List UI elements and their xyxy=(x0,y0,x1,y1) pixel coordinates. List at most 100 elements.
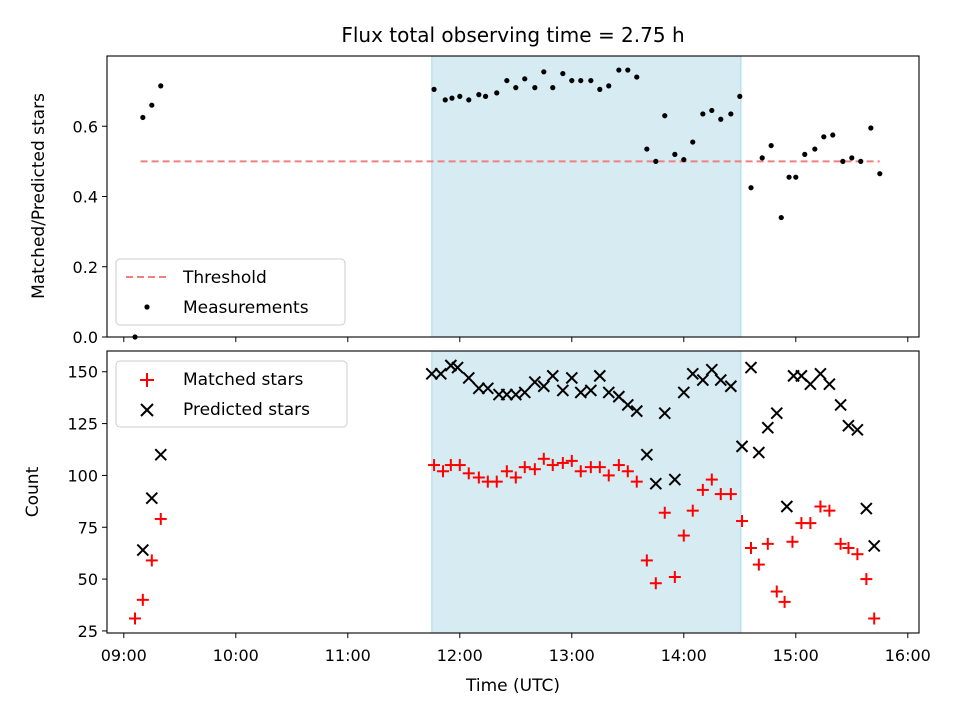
matched-star-point xyxy=(574,465,587,478)
matched-star-point xyxy=(658,506,671,519)
predicted-star-point xyxy=(761,421,775,434)
predicted-star-point xyxy=(724,380,738,393)
bottom-panel-y-axis-label: Count xyxy=(23,466,43,517)
top-panel-y-axis-label: Matched/Predicted stars xyxy=(29,93,49,299)
measurement-point xyxy=(494,90,500,96)
legend-matched-label: Matched stars xyxy=(183,370,303,390)
predicted-star-point xyxy=(565,371,579,385)
matched-star-point xyxy=(602,469,615,482)
matched-star-point xyxy=(778,595,791,608)
predicted-star-point xyxy=(744,361,758,374)
matched-star-point xyxy=(500,465,513,478)
measurement-point xyxy=(759,155,765,161)
measurement-point xyxy=(728,111,734,117)
matched-star-point xyxy=(630,475,643,488)
measurement-point xyxy=(140,114,146,121)
matched-star-point xyxy=(677,529,690,542)
measurement-point xyxy=(653,158,659,164)
measurement-point xyxy=(849,155,855,161)
predicted-star-point xyxy=(593,369,607,383)
x-tick-label: 12:00 xyxy=(437,646,483,665)
y-tick-label: 150 xyxy=(67,363,98,382)
measurements-points xyxy=(132,67,883,340)
x-tick-label: 10:00 xyxy=(213,646,259,665)
predicted-star-point xyxy=(145,492,159,505)
matched-star-point xyxy=(129,612,141,625)
measurement-point xyxy=(778,214,784,221)
matched-star-point xyxy=(724,488,737,501)
measurement-point xyxy=(634,74,640,80)
matched-star-point xyxy=(556,456,569,469)
y-tick-label: 50 xyxy=(78,570,98,589)
bottom-panel-observing-window-span xyxy=(431,350,742,634)
measurement-point xyxy=(625,67,631,73)
top-panel-observing-window-span xyxy=(431,55,742,338)
matched-star-point xyxy=(537,452,550,465)
x-tick-label: 11:00 xyxy=(325,646,371,665)
measurement-point xyxy=(466,97,472,103)
bottom-panel-legend: Matched stars Predicted stars xyxy=(115,360,348,428)
bottom-panel-y-ticks: 25 50 75 100 125 150 xyxy=(67,363,107,641)
measurement-point xyxy=(662,113,668,119)
predicted-star-point xyxy=(602,386,615,399)
y-tick-label: 0.0 xyxy=(73,328,98,347)
x-axis-label: Time (UTC) xyxy=(465,676,560,696)
matched-star-point xyxy=(804,517,817,530)
measurement-point xyxy=(672,151,678,157)
predicted-star-point xyxy=(136,543,150,557)
matched-star-point xyxy=(437,465,449,478)
predicted-star-point xyxy=(677,386,691,399)
matched-stars-points xyxy=(129,452,881,625)
matched-star-point xyxy=(736,515,749,528)
legend-matched-swatch xyxy=(140,373,154,387)
legend-threshold-label: Threshold xyxy=(182,268,267,288)
predicted-star-point xyxy=(696,373,710,387)
measurement-point xyxy=(476,92,482,98)
top-panel-legend-box xyxy=(115,258,346,326)
matched-star-point xyxy=(428,459,441,472)
matched-star-point xyxy=(490,475,503,488)
measurement-point xyxy=(802,151,808,157)
matched-star-point xyxy=(696,483,709,496)
predicted-star-point xyxy=(537,380,551,393)
bottom-panel-x-ticks: 09:00 10:00 11:00 12:00 13:00 14:00 15:00 16:00 xyxy=(101,633,931,665)
legend-predicted-label: Predicted stars xyxy=(183,400,310,420)
predicted-star-point xyxy=(509,388,523,401)
matched-star-point xyxy=(145,554,158,567)
predicted-star-point xyxy=(630,404,643,418)
y-tick-label: 75 xyxy=(78,518,98,537)
predicted-star-point xyxy=(686,367,699,381)
measurement-point xyxy=(858,158,864,164)
measurement-point xyxy=(709,107,715,114)
predicted-star-point xyxy=(528,375,542,389)
top-panel: 0.0 0.2 0.4 0.6 Flux total observing time =… xyxy=(29,23,920,347)
matched-star-point xyxy=(770,585,783,598)
measurement-point xyxy=(606,83,612,89)
matched-star-point xyxy=(621,465,634,478)
matched-star-point xyxy=(612,459,625,472)
matched-star-point xyxy=(786,535,799,548)
y-tick-label: 125 xyxy=(67,415,98,434)
predicted-star-point xyxy=(451,361,464,374)
matched-star-point xyxy=(860,573,873,586)
predicted-star-point xyxy=(481,382,495,395)
matched-star-point xyxy=(761,537,774,550)
measurement-point xyxy=(504,77,510,84)
y-tick-label: 25 xyxy=(78,622,98,641)
y-tick-label: 0.2 xyxy=(73,258,98,277)
measurement-point xyxy=(513,85,519,91)
matched-star-point xyxy=(546,459,559,472)
measurement-point xyxy=(616,67,622,73)
observing-window-span xyxy=(431,55,742,338)
predicted-star-point xyxy=(462,371,475,385)
measurement-point xyxy=(681,157,687,163)
predicted-star-point xyxy=(154,448,167,461)
predicted-star-point xyxy=(472,382,486,395)
predicted-star-point xyxy=(444,359,458,372)
matched-star-point xyxy=(705,473,718,486)
predicted-star-point xyxy=(867,539,881,553)
predicted-star-point xyxy=(574,386,587,399)
matched-star-point xyxy=(136,593,149,606)
predicted-star-point xyxy=(425,367,439,381)
